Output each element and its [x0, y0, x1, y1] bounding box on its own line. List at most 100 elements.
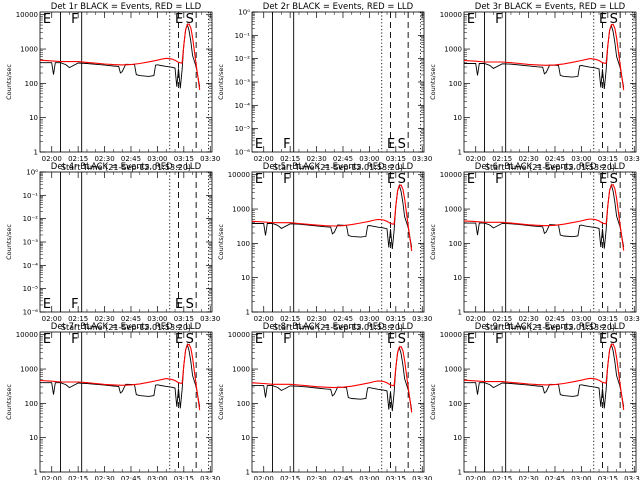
plot-frame [39, 171, 213, 313]
y-tick-label: 10⁻⁵ [23, 285, 39, 293]
y-tick-label: 10 [241, 274, 250, 282]
plot-frame [251, 331, 425, 473]
marker-e: E [387, 332, 395, 347]
x-axis-label: Start Time (21-Sep-12 01:53:20) [273, 323, 403, 332]
x-tick-label: 03:15 [598, 475, 618, 480]
y-axis-label: Counts/sec [5, 224, 13, 260]
y-tick-label: 1000 [444, 206, 462, 214]
x-tick-label: 02:15 [280, 155, 300, 163]
marker-e: E [387, 137, 395, 152]
y-tick-label: 10000 [16, 331, 38, 339]
plot-frame [39, 11, 213, 153]
series-events-line [252, 183, 413, 250]
panel-title: Det 3r BLACK = Events, RED = LLD [475, 2, 626, 12]
y-tick-label: 10⁻⁴ [23, 262, 39, 270]
x-tick-label: 02:45 [545, 155, 565, 163]
x-tick-label: 03:00 [359, 315, 379, 323]
x-tick-label: 03:30 [412, 475, 432, 480]
y-tick-label: 100 [25, 400, 38, 408]
marker-f: F [495, 172, 502, 187]
y-tick-label: 10 [453, 434, 462, 442]
x-axis-label: Start Time (21-Sep-12 01:53:20) [273, 163, 403, 172]
x-axis-label: Start Time (21-Sep-12 01:53:20) [485, 323, 615, 332]
x-tick-label: 03:00 [359, 475, 379, 480]
panel-det-7: Det 7r BLACK = Events, RED = LLD 1 10 100 10… [5, 322, 220, 480]
plot-frame [251, 171, 425, 313]
y-axis-label: Counts/sec [5, 384, 13, 420]
x-tick-label: 03:30 [412, 155, 432, 163]
y-tick-label: 10⁻¹ [23, 192, 39, 200]
marker-e: E [467, 172, 475, 187]
series-lld-line [251, 184, 413, 252]
y-tick-label: 10000 [228, 331, 250, 339]
y-axis-label: Counts/sec [429, 64, 437, 100]
marker-e: E [599, 332, 607, 347]
y-tick-label: 100 [237, 400, 250, 408]
y-tick-label: 10⁰ [238, 9, 250, 17]
marker-e: E [255, 172, 263, 187]
panel-det-3: Det 3r BLACK = Events, RED = LLD 1 10 100 10… [429, 2, 640, 172]
x-tick-label: 02:45 [121, 155, 141, 163]
x-tick-label: 02:00 [42, 155, 62, 163]
y-axis-label: Counts/sec [217, 224, 225, 260]
marker-f: F [495, 332, 502, 347]
marker-e: E [599, 12, 607, 27]
y-tick-label: 10000 [440, 171, 462, 179]
plot-frame [463, 331, 637, 473]
series-lld-line [463, 23, 625, 91]
x-tick-label: 02:15 [280, 475, 300, 480]
marker-e: E [175, 12, 183, 27]
marker-e: E [43, 12, 51, 27]
x-tick-label: 02:15 [492, 155, 512, 163]
marker-f: F [283, 172, 290, 187]
y-tick-label: 1000 [444, 46, 462, 54]
panel-title: Det 9r BLACK = Events, RED = LLD [475, 322, 626, 332]
panel-det-2: Det 2r BLACK = Events, RED = LLD 10⁻⁶ 10⁻⁵… [217, 2, 432, 172]
x-tick-label: 02:30 [94, 155, 114, 163]
x-tick-label: 03:30 [200, 475, 220, 480]
marker-s: S [398, 332, 406, 347]
y-tick-label: 10000 [16, 11, 38, 19]
marker-s: S [398, 172, 406, 187]
x-tick-label: 02:00 [42, 475, 62, 480]
y-tick-label: 100 [237, 240, 250, 248]
x-tick-label: 02:15 [68, 315, 88, 323]
y-axis-label: Counts/sec [5, 64, 13, 100]
panel-title: Det 2r BLACK = Events, RED = LLD [263, 2, 414, 12]
y-axis-label: Counts/sec [217, 384, 225, 420]
y-axis-label: Counts/sec [217, 64, 225, 100]
x-tick-label: 03:15 [386, 475, 406, 480]
x-tick-label: 03:00 [147, 315, 167, 323]
x-tick-label: 02:30 [306, 315, 326, 323]
y-tick-label: 1000 [20, 46, 38, 54]
y-tick-label: 10⁻³ [23, 239, 39, 247]
x-tick-label: 02:00 [466, 155, 486, 163]
x-tick-label: 02:15 [280, 315, 300, 323]
y-tick-label: 10 [29, 434, 38, 442]
y-tick-label: 10⁻⁴ [235, 102, 251, 110]
marker-f: F [495, 12, 502, 27]
x-tick-label: 02:00 [254, 475, 274, 480]
y-tick-label: 10⁻² [23, 215, 39, 223]
marker-s: S [398, 137, 406, 152]
series-lld-line [463, 184, 625, 251]
x-tick-label: 02:00 [466, 475, 486, 480]
marker-e: E [255, 332, 263, 347]
y-tick-label: 1 [246, 309, 250, 317]
x-tick-label: 03:30 [412, 315, 432, 323]
y-tick-label: 10000 [228, 171, 250, 179]
x-tick-label: 02:30 [518, 155, 538, 163]
x-tick-label: 02:30 [306, 155, 326, 163]
y-tick-label: 10⁰ [26, 169, 38, 177]
marker-s: S [186, 297, 194, 312]
marker-e: E [175, 332, 183, 347]
series-events-line [40, 22, 201, 89]
series-events-line [464, 23, 625, 90]
x-tick-label: 02:45 [333, 475, 353, 480]
marker-e: E [175, 297, 183, 312]
series-events-line [464, 183, 625, 249]
y-tick-label: 10⁻⁵ [235, 125, 251, 133]
series-events-line [252, 345, 413, 412]
series-lld-line [463, 343, 625, 410]
marker-f: F [71, 297, 78, 312]
